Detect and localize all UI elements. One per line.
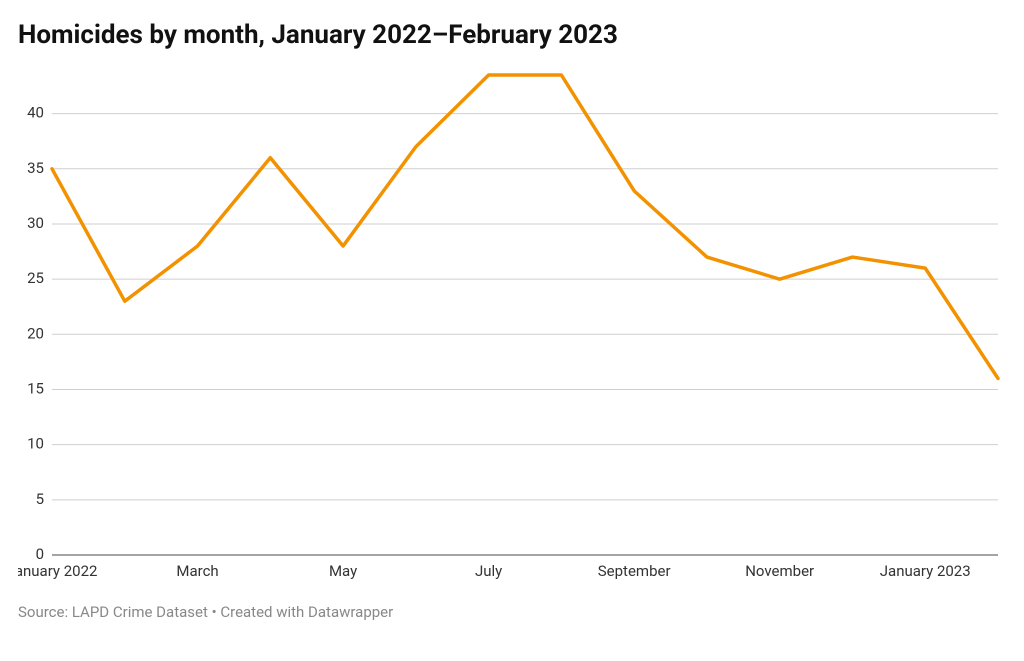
- homicides-series-line: [52, 75, 998, 378]
- y-axis-tick-label: 5: [36, 490, 44, 508]
- x-axis-tick-label: March: [176, 562, 218, 580]
- y-axis-tick-label: 20: [27, 324, 44, 342]
- x-axis-tick-label: November: [745, 562, 814, 580]
- x-axis-tick-label: January 2023: [880, 562, 971, 580]
- x-axis-tick-label: January 2022: [18, 562, 97, 580]
- chart-footer: Source: LAPD Crime Dataset • Created wit…: [18, 603, 1006, 621]
- line-chart-svg: 0 5 10 15 20 25 30 35 40 January 2022 March May July…: [18, 69, 1006, 589]
- chart-area: 0 5 10 15 20 25 30 35 40 January 2022 March May July…: [18, 69, 1006, 589]
- y-axis-tick-label: 30: [27, 214, 44, 232]
- y-axis-tick-label: 10: [27, 435, 44, 453]
- x-axis-tick-label: May: [329, 562, 357, 580]
- y-axis-tick-label: 15: [27, 380, 44, 398]
- x-axis-tick-label: September: [598, 562, 671, 580]
- y-axis-tick-label: 25: [27, 269, 44, 287]
- chart-title: Homicides by month, January 2022–Februar…: [18, 20, 1006, 51]
- y-axis-tick-label: 40: [27, 104, 44, 122]
- y-axis-tick-label: 0: [36, 545, 44, 563]
- x-axis-tick-label: July: [475, 562, 502, 580]
- chart-container: Homicides by month, January 2022–Februar…: [0, 0, 1024, 661]
- y-axis-tick-label: 35: [27, 159, 44, 177]
